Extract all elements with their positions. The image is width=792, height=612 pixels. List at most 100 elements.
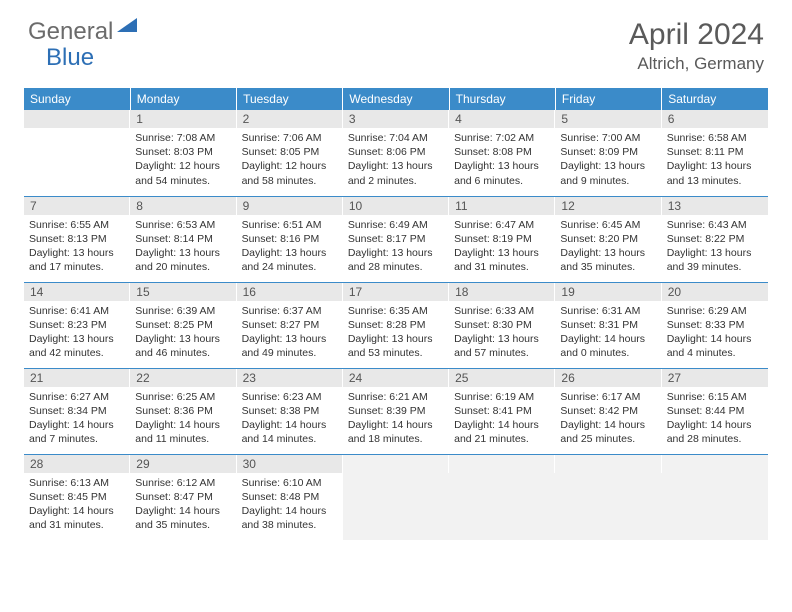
day-number: 25 bbox=[449, 369, 555, 387]
day-number: 2 bbox=[237, 110, 343, 128]
day-details: Sunrise: 6:23 AMSunset: 8:38 PMDaylight:… bbox=[237, 387, 343, 451]
day-details: Sunrise: 6:17 AMSunset: 8:42 PMDaylight:… bbox=[555, 387, 661, 451]
calendar-cell: 27Sunrise: 6:15 AMSunset: 8:44 PMDayligh… bbox=[662, 368, 768, 454]
calendar-cell: 25Sunrise: 6:19 AMSunset: 8:41 PMDayligh… bbox=[449, 368, 555, 454]
day-number: 20 bbox=[662, 283, 768, 301]
day-number: 28 bbox=[24, 455, 130, 473]
calendar-cell: 13Sunrise: 6:43 AMSunset: 8:22 PMDayligh… bbox=[662, 196, 768, 282]
day-number: 9 bbox=[237, 197, 343, 215]
day-number: 30 bbox=[237, 455, 343, 473]
day-number: 23 bbox=[237, 369, 343, 387]
day-details: Sunrise: 6:29 AMSunset: 8:33 PMDaylight:… bbox=[662, 301, 768, 365]
day-number: 12 bbox=[555, 197, 661, 215]
day-number: 27 bbox=[662, 369, 768, 387]
weekday-header: Tuesday bbox=[237, 88, 343, 110]
calendar-cell: 5Sunrise: 7:00 AMSunset: 8:09 PMDaylight… bbox=[555, 110, 661, 196]
calendar-cell: 18Sunrise: 6:33 AMSunset: 8:30 PMDayligh… bbox=[449, 282, 555, 368]
calendar-cell: 9Sunrise: 6:51 AMSunset: 8:16 PMDaylight… bbox=[237, 196, 343, 282]
calendar-cell: 11Sunrise: 6:47 AMSunset: 8:19 PMDayligh… bbox=[449, 196, 555, 282]
day-number: 26 bbox=[555, 369, 661, 387]
calendar-cell: 10Sunrise: 6:49 AMSunset: 8:17 PMDayligh… bbox=[343, 196, 449, 282]
calendar-body: 1Sunrise: 7:08 AMSunset: 8:03 PMDaylight… bbox=[24, 110, 768, 540]
calendar-cell: 21Sunrise: 6:27 AMSunset: 8:34 PMDayligh… bbox=[24, 368, 130, 454]
day-number: 14 bbox=[24, 283, 130, 301]
day-details: Sunrise: 6:49 AMSunset: 8:17 PMDaylight:… bbox=[343, 215, 449, 279]
logo-triangle-icon bbox=[117, 16, 139, 39]
weekday-header: Saturday bbox=[662, 88, 768, 110]
weekday-header: Monday bbox=[130, 88, 236, 110]
calendar-cell: 6Sunrise: 6:58 AMSunset: 8:11 PMDaylight… bbox=[662, 110, 768, 196]
calendar-cell: 14Sunrise: 6:41 AMSunset: 8:23 PMDayligh… bbox=[24, 282, 130, 368]
logo-text-blue: Blue bbox=[46, 44, 94, 72]
day-number: 22 bbox=[130, 369, 236, 387]
calendar-cell: 17Sunrise: 6:35 AMSunset: 8:28 PMDayligh… bbox=[343, 282, 449, 368]
day-number: 7 bbox=[24, 197, 130, 215]
weekday-header: Thursday bbox=[449, 88, 555, 110]
day-number bbox=[555, 455, 661, 473]
calendar-cell bbox=[662, 454, 768, 540]
day-number: 15 bbox=[130, 283, 236, 301]
day-details: Sunrise: 6:10 AMSunset: 8:48 PMDaylight:… bbox=[237, 473, 343, 537]
calendar-cell: 30Sunrise: 6:10 AMSunset: 8:48 PMDayligh… bbox=[237, 454, 343, 540]
day-number: 17 bbox=[343, 283, 449, 301]
day-number: 3 bbox=[343, 110, 449, 128]
day-number: 6 bbox=[662, 110, 768, 128]
day-number bbox=[343, 455, 449, 473]
calendar-table: SundayMondayTuesdayWednesdayThursdayFrid… bbox=[24, 88, 768, 540]
day-number bbox=[662, 455, 768, 473]
day-details: Sunrise: 6:45 AMSunset: 8:20 PMDaylight:… bbox=[555, 215, 661, 279]
calendar-cell: 26Sunrise: 6:17 AMSunset: 8:42 PMDayligh… bbox=[555, 368, 661, 454]
calendar-cell: 7Sunrise: 6:55 AMSunset: 8:13 PMDaylight… bbox=[24, 196, 130, 282]
day-details: Sunrise: 6:25 AMSunset: 8:36 PMDaylight:… bbox=[130, 387, 236, 451]
calendar-cell: 19Sunrise: 6:31 AMSunset: 8:31 PMDayligh… bbox=[555, 282, 661, 368]
day-details: Sunrise: 6:47 AMSunset: 8:19 PMDaylight:… bbox=[449, 215, 555, 279]
calendar-cell: 15Sunrise: 6:39 AMSunset: 8:25 PMDayligh… bbox=[130, 282, 236, 368]
day-number: 4 bbox=[449, 110, 555, 128]
day-details: Sunrise: 7:00 AMSunset: 8:09 PMDaylight:… bbox=[555, 128, 661, 192]
day-details: Sunrise: 6:15 AMSunset: 8:44 PMDaylight:… bbox=[662, 387, 768, 451]
calendar-cell: 29Sunrise: 6:12 AMSunset: 8:47 PMDayligh… bbox=[130, 454, 236, 540]
day-number: 19 bbox=[555, 283, 661, 301]
calendar-row: 28Sunrise: 6:13 AMSunset: 8:45 PMDayligh… bbox=[24, 454, 768, 540]
weekday-header: Sunday bbox=[24, 88, 130, 110]
logo: General bbox=[28, 18, 141, 46]
calendar-head: SundayMondayTuesdayWednesdayThursdayFrid… bbox=[24, 88, 768, 110]
day-number: 5 bbox=[555, 110, 661, 128]
title-block: April 2024 Altrich, Germany bbox=[629, 18, 764, 74]
day-details: Sunrise: 6:37 AMSunset: 8:27 PMDaylight:… bbox=[237, 301, 343, 365]
day-number: 21 bbox=[24, 369, 130, 387]
calendar-row: 21Sunrise: 6:27 AMSunset: 8:34 PMDayligh… bbox=[24, 368, 768, 454]
month-title: April 2024 bbox=[629, 18, 764, 52]
calendar-cell: 12Sunrise: 6:45 AMSunset: 8:20 PMDayligh… bbox=[555, 196, 661, 282]
day-details: Sunrise: 6:12 AMSunset: 8:47 PMDaylight:… bbox=[130, 473, 236, 537]
day-number: 24 bbox=[343, 369, 449, 387]
day-number: 18 bbox=[449, 283, 555, 301]
day-details: Sunrise: 6:41 AMSunset: 8:23 PMDaylight:… bbox=[24, 301, 130, 365]
calendar-cell: 24Sunrise: 6:21 AMSunset: 8:39 PMDayligh… bbox=[343, 368, 449, 454]
day-details: Sunrise: 7:02 AMSunset: 8:08 PMDaylight:… bbox=[449, 128, 555, 192]
day-number: 10 bbox=[343, 197, 449, 215]
calendar-cell: 4Sunrise: 7:02 AMSunset: 8:08 PMDaylight… bbox=[449, 110, 555, 196]
day-number: 16 bbox=[237, 283, 343, 301]
calendar-row: 14Sunrise: 6:41 AMSunset: 8:23 PMDayligh… bbox=[24, 282, 768, 368]
day-number: 13 bbox=[662, 197, 768, 215]
day-details: Sunrise: 6:39 AMSunset: 8:25 PMDaylight:… bbox=[130, 301, 236, 365]
day-details: Sunrise: 6:58 AMSunset: 8:11 PMDaylight:… bbox=[662, 128, 768, 192]
day-details: Sunrise: 6:21 AMSunset: 8:39 PMDaylight:… bbox=[343, 387, 449, 451]
calendar-cell: 8Sunrise: 6:53 AMSunset: 8:14 PMDaylight… bbox=[130, 196, 236, 282]
calendar-cell: 23Sunrise: 6:23 AMSunset: 8:38 PMDayligh… bbox=[237, 368, 343, 454]
day-number bbox=[24, 110, 130, 128]
calendar-cell: 2Sunrise: 7:06 AMSunset: 8:05 PMDaylight… bbox=[237, 110, 343, 196]
location-label: Altrich, Germany bbox=[629, 54, 764, 74]
day-details: Sunrise: 7:06 AMSunset: 8:05 PMDaylight:… bbox=[237, 128, 343, 192]
calendar-cell bbox=[449, 454, 555, 540]
day-details: Sunrise: 6:19 AMSunset: 8:41 PMDaylight:… bbox=[449, 387, 555, 451]
calendar-cell bbox=[24, 110, 130, 196]
calendar-row: 7Sunrise: 6:55 AMSunset: 8:13 PMDaylight… bbox=[24, 196, 768, 282]
calendar-cell: 16Sunrise: 6:37 AMSunset: 8:27 PMDayligh… bbox=[237, 282, 343, 368]
day-details: Sunrise: 6:53 AMSunset: 8:14 PMDaylight:… bbox=[130, 215, 236, 279]
day-number: 29 bbox=[130, 455, 236, 473]
calendar-cell bbox=[555, 454, 661, 540]
page-header: General April 2024 Altrich, Germany bbox=[0, 0, 792, 82]
day-details: Sunrise: 6:35 AMSunset: 8:28 PMDaylight:… bbox=[343, 301, 449, 365]
